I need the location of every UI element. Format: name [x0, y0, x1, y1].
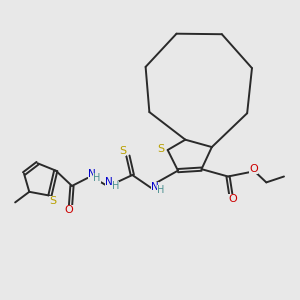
Text: S: S [119, 146, 126, 156]
Text: N: N [88, 169, 96, 179]
Text: H: H [93, 173, 101, 183]
Text: N: N [152, 182, 159, 192]
Text: O: O [65, 206, 74, 215]
Text: O: O [228, 194, 237, 204]
Text: S: S [158, 143, 165, 154]
Text: H: H [112, 181, 119, 191]
Text: O: O [249, 164, 258, 173]
Text: H: H [157, 185, 165, 195]
Text: N: N [105, 177, 113, 188]
Text: S: S [49, 196, 56, 206]
